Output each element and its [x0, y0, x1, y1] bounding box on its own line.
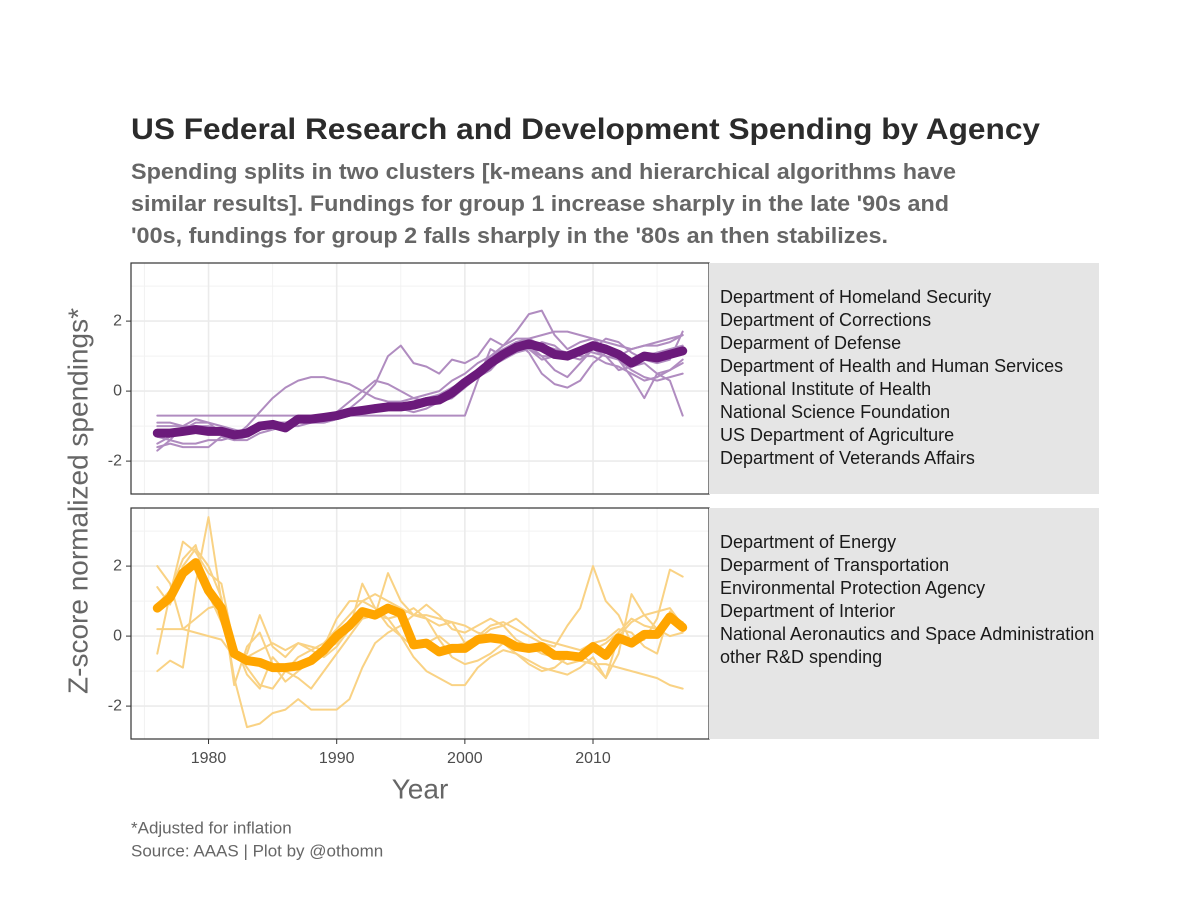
- agency-label: Deparment of Transportation: [720, 555, 949, 575]
- agency-label: other R&D spending: [720, 647, 882, 667]
- agency-label: Department of Homeland Security: [720, 287, 991, 307]
- agency-label: National Institute of Health: [720, 379, 931, 399]
- x-tick-label: 1990: [319, 750, 355, 767]
- agency-label: National Aeronautics and Space Administr…: [720, 624, 1094, 644]
- cluster-mean-line: [152, 558, 688, 673]
- agency-line: [156, 572, 684, 690]
- agency-line: [156, 344, 684, 445]
- agency-line: [156, 309, 684, 449]
- chart-title: US Federal Research and Development Spen…: [131, 113, 1040, 146]
- agency-line: [156, 547, 684, 687]
- agency-label: Deparment of Defense: [720, 333, 901, 353]
- agency-label: Department of Veterands Affairs: [720, 448, 975, 468]
- agency-label: US Department of Agriculture: [720, 425, 954, 445]
- strip-background: [709, 263, 1099, 494]
- x-tick-label: 2010: [575, 750, 611, 767]
- strip-background: [709, 508, 1099, 739]
- subtitle: Spending splits in two clusters [k-means…: [131, 159, 956, 184]
- x-tick-label: 2000: [447, 750, 483, 767]
- agency-label: Department of Corrections: [720, 310, 931, 330]
- agency-label: National Science Foundation: [720, 402, 950, 422]
- agency-label: Department of Energy: [720, 532, 896, 552]
- subtitle: similar results]. Fundings for group 1 i…: [131, 191, 949, 216]
- caption: Source: AAAS | Plot by @othomn: [131, 841, 383, 860]
- panel-background: [131, 263, 709, 494]
- y-tick-label: 2: [113, 557, 122, 574]
- x-axis-title: Year: [392, 773, 449, 804]
- subtitle: '00s, fundings for group 2 falls sharply…: [131, 223, 888, 248]
- y-tick-label: -2: [108, 452, 122, 469]
- x-tick-label: 1980: [191, 750, 227, 767]
- agency-label: Department of Interior: [720, 601, 895, 621]
- y-axis-title: Z-score normalized spendings*: [62, 308, 93, 694]
- agency-label: Environmental Protection Agency: [720, 578, 985, 598]
- agency-label: Department of Health and Human Services: [720, 356, 1063, 376]
- cluster-mean-line: [152, 339, 688, 440]
- caption: *Adjusted for inflation: [131, 818, 292, 837]
- y-tick-label: -2: [108, 697, 122, 714]
- y-tick-label: 0: [113, 627, 122, 644]
- y-tick-label: 0: [113, 382, 122, 399]
- y-tick-label: 2: [113, 312, 122, 329]
